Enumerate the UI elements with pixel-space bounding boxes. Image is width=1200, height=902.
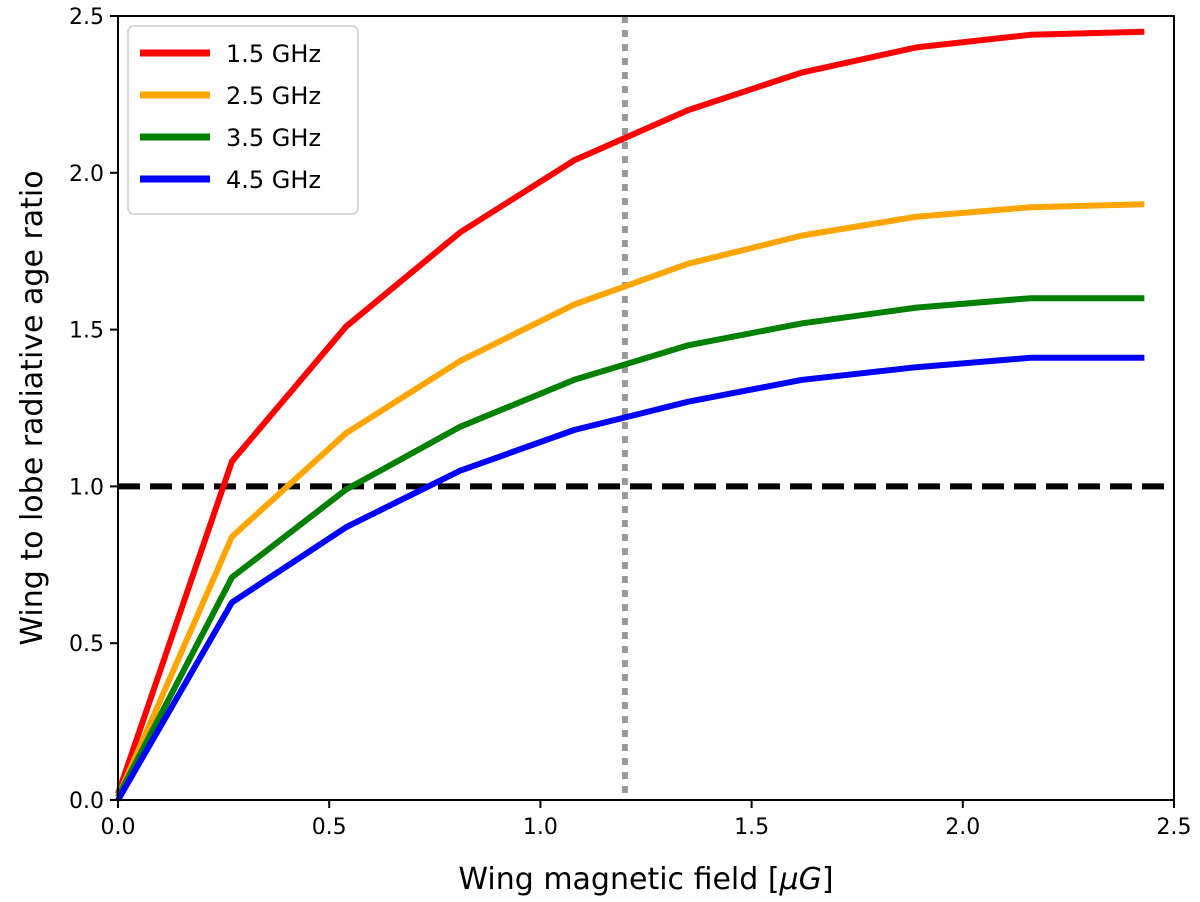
series-line-4 [115, 354, 1145, 802]
plot-frame [117, 15, 1175, 801]
axis-ticks: 0.0 0.5 1.0 1.5 2.0 2.5 0.0 0.5 1.0 1.5 2.0 2.5 [69, 5, 1192, 840]
legend-label: 1.5 GHz [226, 40, 321, 68]
y-tick-label: 2.0 [69, 162, 104, 187]
series-line-2 [115, 201, 1145, 799]
y-tick-label: 0.5 [69, 632, 104, 657]
series-line-3 [115, 295, 1145, 799]
y-tick-label: 2.5 [69, 5, 104, 30]
y-tick-label: 0.0 [69, 789, 104, 814]
legend: 1.5 GHz 2.5 GHz 3.5 GHz 4.5 GHz [127, 25, 359, 215]
x-tick-label: 2.5 [1157, 815, 1192, 840]
x-tick-label: 1.5 [734, 815, 769, 840]
y-tick-label: 1.0 [69, 475, 104, 500]
x-tick-label: 2.0 [945, 815, 980, 840]
x-axis-label: Wing magnetic field [μG] [458, 862, 833, 897]
y-axis-label: Wing to lobe radiative age ratio [15, 170, 50, 645]
legend-frame [127, 25, 359, 215]
legend-label: 2.5 GHz [226, 82, 321, 110]
legend-label: 4.5 GHz [226, 166, 321, 194]
legend-label: 3.5 GHz [226, 124, 321, 152]
y-tick-label: 1.5 [69, 319, 104, 344]
series-lines [115, 28, 1145, 802]
reference-lines [118, 16, 1174, 800]
x-tick-label: 0.5 [312, 815, 347, 840]
x-tick-label: 1.0 [523, 815, 558, 840]
series-line-1 [115, 28, 1145, 795]
x-tick-label: 0.0 [101, 815, 136, 840]
